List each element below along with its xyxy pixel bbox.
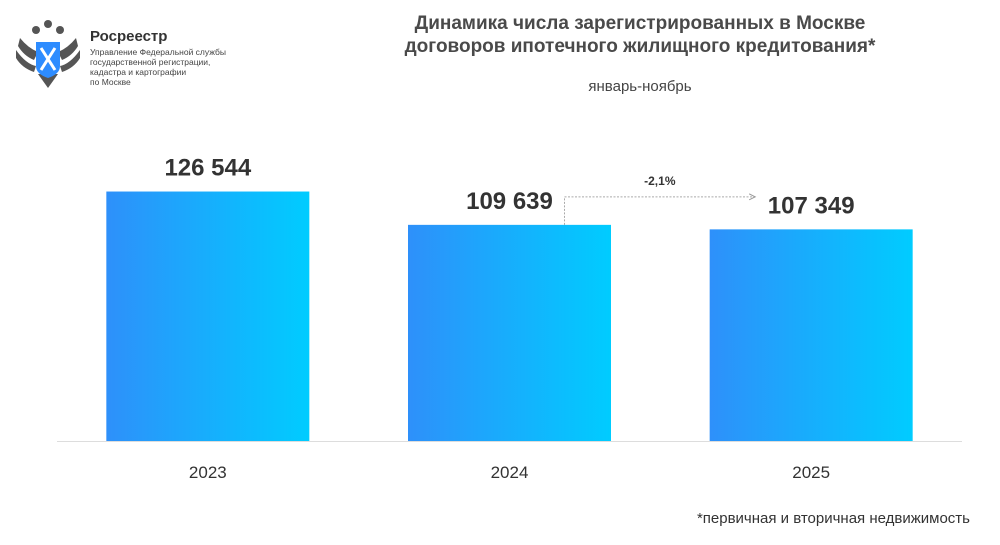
org-name: Росреестр — [90, 28, 168, 45]
data-label-2024: 109 639 — [466, 188, 553, 215]
bar-2025 — [709, 229, 913, 441]
rosreestr-logo: Росреестр Управление Федеральной службы … — [14, 18, 226, 90]
x-tick-2024: 2024 — [491, 463, 529, 482]
org-subtitle: Управление Федеральной службы государств… — [90, 47, 226, 87]
bar-2023 — [106, 191, 310, 441]
chart-subtitle: январь-ноябрь — [588, 78, 692, 95]
footnote: *первичная и вторичная недвижимость — [696, 510, 970, 527]
change-label: -2,1% — [644, 174, 676, 188]
x-tick-2025: 2025 — [792, 463, 830, 482]
bar-2024 — [408, 224, 611, 441]
change-arrow — [564, 197, 756, 225]
x-tick-2023: 2023 — [189, 463, 227, 482]
eagle-emblem-icon — [16, 20, 80, 88]
data-label-2023: 126 544 — [164, 155, 251, 182]
chart-title: Динамика числа зарегистрированных в Моск… — [404, 13, 876, 57]
data-label-2025: 107 349 — [768, 192, 855, 219]
